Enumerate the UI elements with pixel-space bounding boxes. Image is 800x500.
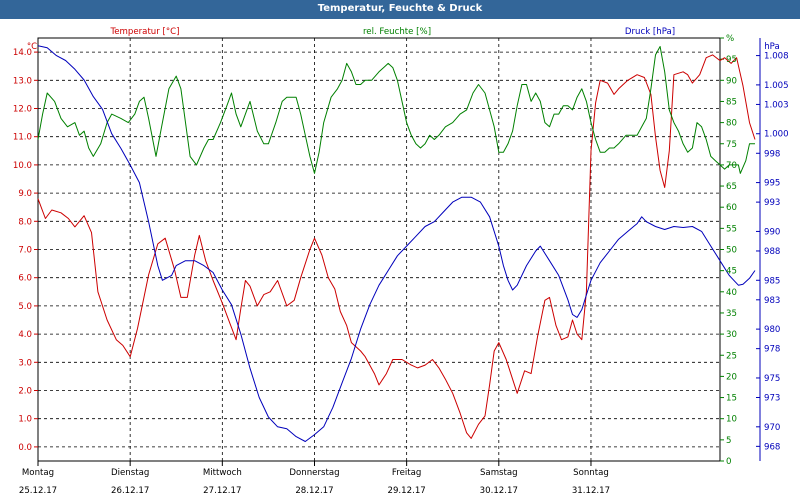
date-label: 25.12.17 <box>19 486 57 496</box>
humidity-tick-label: 20 <box>726 372 737 382</box>
humidity-tick-label: 60 <box>726 203 737 213</box>
date-label: 26.12.17 <box>111 486 149 496</box>
temperature-tick-label: 4.0 <box>18 330 32 340</box>
pressure-tick-label: 990 <box>764 227 780 237</box>
pressure-tick-label: 973 <box>764 394 780 404</box>
pressure-tick-label: 995 <box>764 179 780 189</box>
temperature-tick-label: 1.0 <box>18 415 32 425</box>
temperature-tick-label: 2.0 <box>18 387 32 397</box>
temperature-tick-label: 9.0 <box>18 189 32 199</box>
humidity-tick-label: 80 <box>726 119 737 129</box>
date-label: 28.12.17 <box>295 486 333 496</box>
date-label: 30.12.17 <box>480 486 518 496</box>
day-label: Mittwoch <box>203 468 242 478</box>
date-label: 27.12.17 <box>203 486 241 496</box>
humidity-tick-label: 10 <box>726 415 737 425</box>
humidity-tick-label: 15 <box>726 394 737 404</box>
humidity-tick-label: 25 <box>726 351 737 361</box>
humidity-tick-label: 65 <box>726 182 737 192</box>
humidity-tick-label: 85 <box>726 97 737 107</box>
temperature-tick-label: 8.0 <box>18 217 32 227</box>
humidity-tick-label: 55 <box>726 224 737 234</box>
pressure-tick-label: 998 <box>764 149 780 159</box>
humidity-tick-label: 40 <box>726 288 737 298</box>
humidity-tick-label: 0 <box>726 457 731 467</box>
date-label: 29.12.17 <box>388 486 426 496</box>
pressure-tick-label: 1.000 <box>764 130 789 140</box>
temperature-series-line <box>37 54 756 439</box>
day-label: Dienstag <box>111 468 149 478</box>
temperature-unit-label: °C <box>27 42 37 52</box>
humidity-tick-label: 90 <box>726 76 737 86</box>
temperature-tick-label: 11.0 <box>13 133 32 143</box>
pressure-tick-label: 988 <box>764 247 780 257</box>
day-label: Sonntag <box>573 468 609 478</box>
day-label: Donnerstag <box>289 468 339 478</box>
humidity-tick-label: 50 <box>726 246 737 256</box>
temperature-tick-label: 13.0 <box>13 76 32 86</box>
humidity-tick-label: 35 <box>726 309 737 319</box>
humidity-tick-label: 70 <box>726 161 737 171</box>
temperature-tick-label: 6.0 <box>18 274 32 284</box>
legend-temperature-series: Temperatur [°C] <box>109 27 179 37</box>
pressure-tick-label: 1.008 <box>764 52 789 62</box>
chart-title: Temperatur, Feuchte & Druck <box>0 0 800 19</box>
pressure-tick-label: 968 <box>764 442 780 452</box>
temperature-tick-label: 12.0 <box>13 105 32 115</box>
pressure-tick-label: 1.003 <box>764 100 789 110</box>
temperature-tick-label: 5.0 <box>18 302 32 312</box>
humidity-tick-label: 30 <box>726 330 737 340</box>
humidity-tick-label: 75 <box>726 140 737 150</box>
pressure-tick-label: 978 <box>764 345 780 355</box>
temperature-tick-label: 14.0 <box>13 48 32 58</box>
pressure-tick-label: 980 <box>764 325 780 335</box>
pressure-tick-label: 983 <box>764 296 780 306</box>
temperature-tick-label: 7.0 <box>18 246 32 256</box>
humidity-tick-label: 45 <box>726 267 737 277</box>
temperature-tick-label: 10.0 <box>13 161 32 171</box>
humidity-tick-label: 95 <box>726 55 737 65</box>
humidity-tick-label: % <box>726 34 734 44</box>
pressure-tick-label: 985 <box>764 276 780 286</box>
temperature-tick-label: 0.0 <box>18 443 32 453</box>
day-label: Montag <box>22 468 54 478</box>
temperature-tick-label: 3.0 <box>18 358 32 368</box>
pressure-tick-label: 1.005 <box>764 81 789 91</box>
pressure-tick-label: 993 <box>764 198 780 208</box>
pressure-series-line <box>37 45 756 442</box>
pressure-tick-label: 970 <box>764 423 780 433</box>
legend-pressure-series: Druck [hPa] <box>625 27 675 37</box>
legend-humidity-series: rel. Feuchte [%] <box>363 27 431 37</box>
date-label: 31.12.17 <box>572 486 610 496</box>
day-label: Freitag <box>392 468 421 478</box>
humidity-series-line <box>37 46 755 174</box>
humidity-tick-label: 5 <box>726 436 731 446</box>
pressure-tick-label: 975 <box>764 374 780 384</box>
day-label: Samstag <box>480 468 518 478</box>
pressure-unit-label: hPa <box>764 42 780 52</box>
